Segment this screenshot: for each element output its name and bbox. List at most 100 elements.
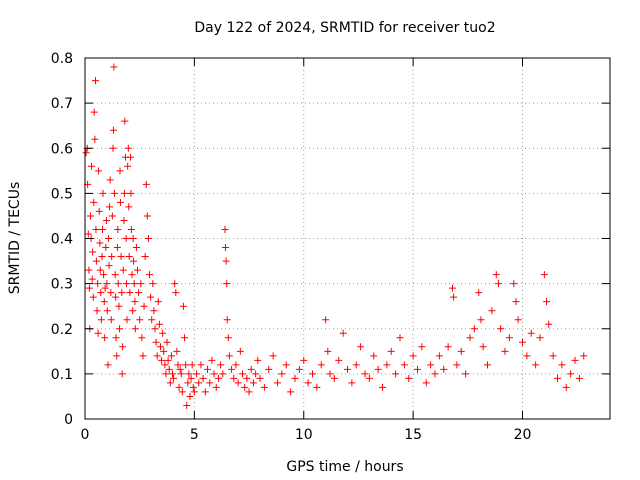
data-point [450, 293, 458, 301]
data-point [344, 365, 351, 373]
data-point [392, 370, 400, 378]
data-point [139, 352, 147, 360]
data-point [165, 365, 173, 373]
data-point [457, 347, 465, 355]
data-point [269, 352, 277, 360]
data-point [484, 361, 491, 369]
data-point [156, 343, 164, 351]
data-point [170, 374, 178, 382]
data-point [111, 189, 119, 197]
data-point [128, 271, 136, 279]
data-point [114, 225, 122, 233]
data-point [183, 401, 191, 409]
data-point [120, 189, 128, 197]
data-point [123, 316, 131, 324]
data-point [444, 343, 452, 351]
data-point [414, 365, 421, 373]
data-point [153, 352, 161, 360]
data-point [204, 365, 211, 373]
data-point [169, 370, 176, 378]
data-point [130, 280, 138, 288]
data-point [138, 334, 146, 342]
data-point [249, 379, 257, 387]
data-point [405, 374, 413, 382]
data-point [396, 334, 404, 342]
data-point [125, 203, 133, 211]
data-point [99, 225, 106, 233]
data-point [91, 135, 99, 143]
data-point [103, 280, 111, 288]
data-point [212, 383, 220, 391]
data-point [210, 370, 218, 378]
data-point [110, 63, 118, 71]
data-point [187, 374, 195, 382]
data-point [512, 298, 520, 306]
data-point [131, 298, 139, 306]
data-point [99, 189, 107, 197]
data-point [352, 361, 360, 369]
data-point [214, 374, 222, 382]
data-point [94, 329, 102, 337]
y-tick-label: 0.7 [51, 96, 73, 112]
data-point [96, 266, 104, 274]
data-point [543, 298, 551, 306]
data-point [335, 356, 343, 364]
data-point [167, 352, 175, 360]
data-point [86, 212, 94, 220]
data-point [230, 374, 238, 382]
data-point [126, 289, 134, 297]
data-point [101, 334, 109, 342]
data-point [418, 343, 426, 351]
x-tick-label: 10 [295, 427, 313, 443]
data-point [96, 239, 104, 247]
data-points [82, 63, 588, 409]
data-point [287, 388, 295, 396]
data-point [260, 383, 268, 391]
data-point [427, 361, 435, 369]
data-point [379, 383, 386, 391]
data-point [177, 370, 185, 378]
data-point [221, 225, 229, 233]
data-point [158, 356, 166, 364]
y-tick-labels: 0 0.1 0.2 0.3 0.4 0.5 0.6 0.7 0.8 [51, 51, 73, 428]
data-point [106, 203, 113, 211]
data-point [527, 329, 535, 337]
data-point [134, 266, 141, 274]
data-point [127, 225, 135, 233]
data-point [514, 316, 522, 324]
data-point [223, 316, 231, 324]
data-point [142, 180, 150, 188]
data-point [85, 266, 93, 274]
data-point [549, 352, 557, 360]
data-point [116, 198, 124, 206]
data-point [113, 244, 121, 252]
data-point [466, 334, 474, 342]
data-point [117, 253, 125, 261]
data-point [236, 347, 244, 355]
data-point [222, 257, 230, 265]
data-point [98, 253, 106, 261]
data-point [173, 347, 181, 355]
data-point [291, 374, 299, 382]
x-tick-label: 5 [190, 427, 199, 443]
data-point [127, 189, 135, 197]
data-point [243, 374, 251, 382]
data-point [532, 361, 540, 369]
data-point [175, 383, 183, 391]
data-point [89, 293, 97, 301]
data-point [217, 361, 225, 369]
data-point [120, 216, 128, 224]
data-point [324, 347, 332, 355]
x-tick-labels: 0 5 10 15 20 [81, 427, 532, 443]
data-point [85, 284, 93, 292]
data-point [100, 271, 108, 279]
data-point [119, 266, 127, 274]
data-point [348, 379, 356, 387]
y-tick-label: 0.3 [51, 277, 73, 293]
data-point [239, 370, 246, 378]
data-point [92, 225, 100, 233]
data-point [554, 374, 561, 382]
data-point [129, 235, 137, 242]
data-point [109, 144, 117, 152]
data-point [477, 316, 485, 324]
